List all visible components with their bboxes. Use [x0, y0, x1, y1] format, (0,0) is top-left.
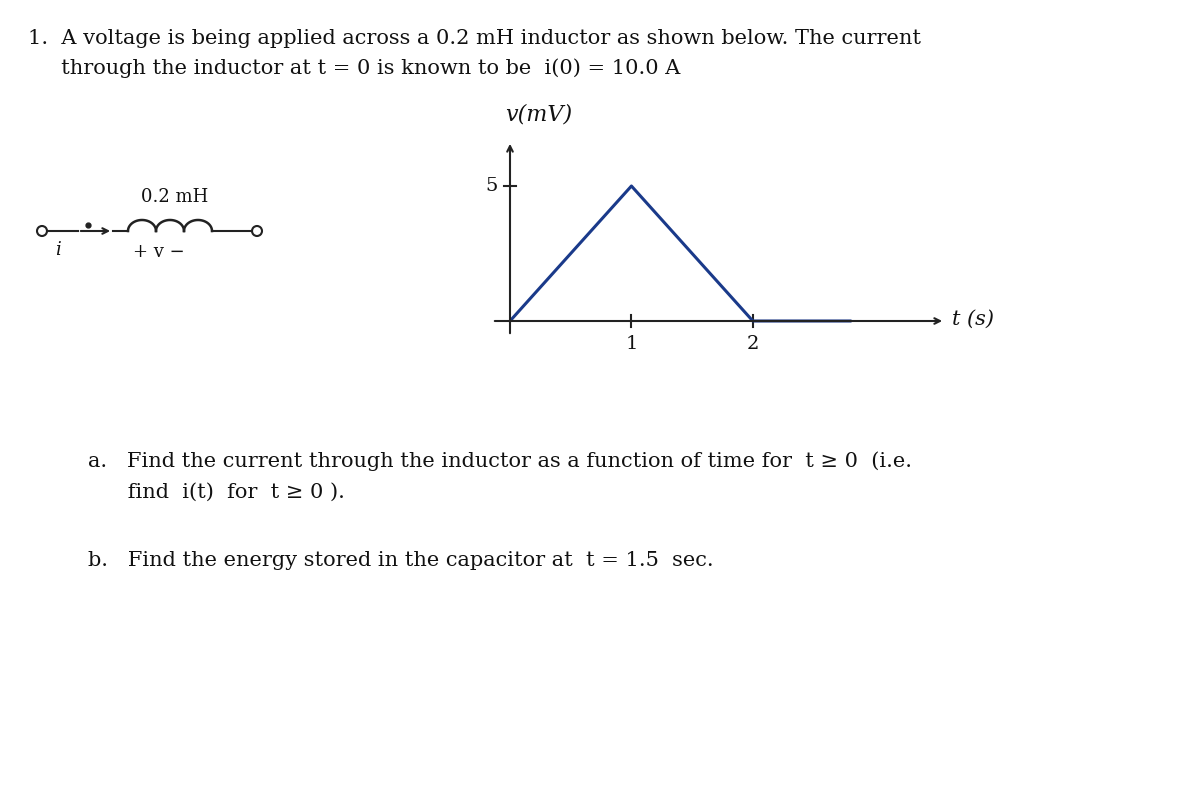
Text: + v −: + v −	[133, 243, 185, 261]
Text: 2: 2	[746, 335, 760, 353]
Text: 5: 5	[486, 177, 498, 195]
Text: a.   Find the current through the inductor as a function of time for  t ≥ 0  (i.: a. Find the current through the inductor…	[88, 451, 912, 471]
Text: b.   Find the energy stored in the capacitor at  t = 1.5  sec.: b. Find the energy stored in the capacit…	[88, 551, 714, 570]
Text: through the inductor at t = 0 is known to be  i(0) = 10.0 A: through the inductor at t = 0 is known t…	[28, 58, 680, 78]
Text: 1: 1	[625, 335, 637, 353]
Text: v(mV): v(mV)	[505, 104, 572, 126]
Text: 1.  A voltage is being applied across a 0.2 mH inductor as shown below. The curr: 1. A voltage is being applied across a 0…	[28, 29, 922, 48]
Text: i: i	[55, 241, 61, 259]
Text: find  i(t)  for  t ≥ 0 ).: find i(t) for t ≥ 0 ).	[88, 483, 344, 502]
Text: t (s): t (s)	[952, 309, 994, 328]
Text: 0.2 mH: 0.2 mH	[142, 188, 209, 206]
